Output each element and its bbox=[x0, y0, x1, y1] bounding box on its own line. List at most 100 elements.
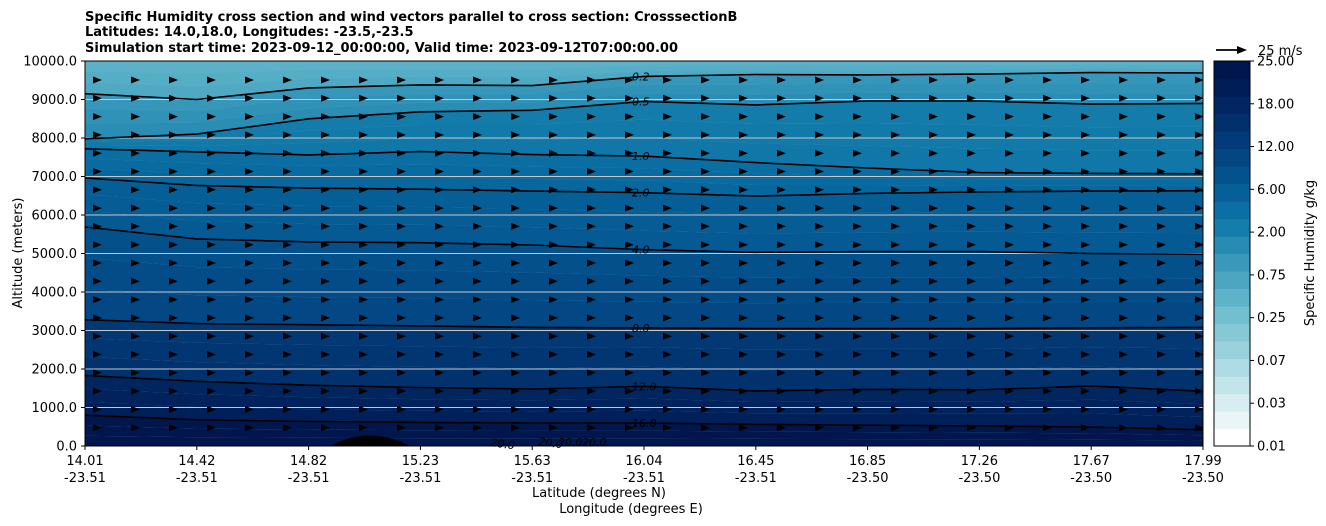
wind-arrow bbox=[853, 369, 862, 377]
wind-arrow bbox=[435, 168, 444, 175]
wind-arrow bbox=[1157, 186, 1166, 194]
wind-arrow bbox=[777, 259, 786, 267]
wind-arrow bbox=[169, 204, 178, 212]
wind-arrow bbox=[397, 259, 406, 267]
wind-arrow bbox=[1081, 405, 1090, 413]
wind-arrow bbox=[397, 149, 406, 157]
wind-arrow bbox=[207, 186, 216, 194]
wind-arrow bbox=[93, 186, 102, 194]
humidity-band bbox=[85, 319, 1203, 350]
wind-arrow bbox=[587, 186, 596, 194]
colorbar-segment bbox=[1214, 358, 1250, 377]
wind-arrow bbox=[929, 222, 938, 230]
wind-arrow bbox=[245, 168, 254, 175]
wind-arrow bbox=[777, 424, 786, 432]
wind-arrow bbox=[1195, 204, 1203, 212]
wind-arrow bbox=[663, 149, 672, 157]
wind-arrow bbox=[1157, 204, 1166, 212]
terrain bbox=[330, 435, 410, 446]
wind-arrow bbox=[245, 351, 254, 358]
wind-arrow bbox=[1119, 277, 1128, 285]
wind-arrow bbox=[1043, 94, 1052, 102]
wind-arrow bbox=[1119, 204, 1128, 212]
wind-arrow bbox=[777, 387, 786, 395]
contour-label-20-c: 20.0 bbox=[558, 436, 583, 449]
colorbar-segment bbox=[1214, 341, 1250, 360]
wind-arrow bbox=[739, 222, 748, 230]
wind-arrow bbox=[777, 369, 786, 377]
wind-arrow bbox=[1043, 424, 1052, 432]
y-tick-label: 4000.0 bbox=[32, 286, 78, 301]
wind-arrow bbox=[321, 204, 330, 212]
y-tick-label: 3000.0 bbox=[32, 324, 78, 339]
wind-arrow bbox=[625, 351, 634, 358]
wind-arrow bbox=[169, 314, 178, 322]
wind-arrow bbox=[397, 405, 406, 413]
colorbar-tick-label: 2.00 bbox=[1257, 226, 1286, 241]
wind-arrow bbox=[663, 405, 672, 413]
colorbar-segment bbox=[1214, 183, 1250, 202]
wind-arrow bbox=[93, 113, 102, 121]
humidity-band bbox=[85, 83, 1203, 124]
colorbar-ticks: 0.01 0.03 0.07 0.25 0.75 2.00 6.00 12.00 18.00 25… bbox=[1250, 55, 1294, 455]
wind-arrow bbox=[701, 314, 710, 322]
wind-arrow bbox=[929, 387, 938, 395]
wind-arrow bbox=[131, 369, 140, 377]
wind-arrow bbox=[435, 131, 444, 139]
wind-arrow bbox=[549, 241, 558, 249]
wind-arrow bbox=[1157, 241, 1166, 249]
wind-arrow bbox=[815, 387, 824, 395]
wind-arrow bbox=[587, 113, 596, 121]
x-tick-label-longitude: -23.51 bbox=[288, 471, 330, 486]
wind-arrow bbox=[397, 332, 406, 340]
humidity-band bbox=[85, 178, 1203, 215]
wind-arrow bbox=[663, 113, 672, 121]
x-tick-label-longitude: -23.51 bbox=[399, 471, 441, 486]
wind-arrow bbox=[587, 131, 596, 139]
wind-arrow bbox=[169, 424, 178, 432]
wind-arrow bbox=[967, 204, 976, 212]
x-tick-label-latitude: 16.45 bbox=[737, 454, 774, 469]
wind-arrow bbox=[169, 94, 178, 102]
wind-arrow bbox=[1081, 351, 1090, 358]
wind-arrow bbox=[701, 168, 710, 175]
wind-arrow bbox=[435, 204, 444, 212]
wind-arrow bbox=[739, 186, 748, 194]
contour-labels: 0.2 0.5 1.0 2.0 4.0 8.0 12.0 16.0 bbox=[632, 70, 657, 429]
wind-arrow bbox=[1195, 186, 1203, 194]
humidity-band bbox=[85, 61, 1203, 74]
colorbar-segment bbox=[1214, 271, 1250, 290]
wind-arrow bbox=[853, 131, 862, 139]
x-tick-label-longitude: -23.51 bbox=[64, 471, 106, 486]
wind-arrow bbox=[625, 387, 634, 395]
humidity-band bbox=[85, 68, 1203, 100]
wind-arrow bbox=[1005, 204, 1014, 212]
wind-arrow bbox=[1043, 186, 1052, 194]
wind-arrow bbox=[473, 369, 482, 377]
wind-arrow bbox=[701, 76, 710, 84]
contour-label-20-b: 20.0 bbox=[538, 435, 564, 451]
wind-arrow bbox=[815, 332, 824, 340]
wind-arrow bbox=[131, 113, 140, 121]
wind-arrow bbox=[283, 76, 292, 84]
wind-arrow bbox=[1005, 296, 1014, 304]
colorbar-segment bbox=[1214, 288, 1250, 307]
wind-arrow bbox=[245, 131, 254, 139]
wind-arrow bbox=[587, 277, 596, 285]
wind-arrow bbox=[321, 94, 330, 102]
wind-arrow bbox=[929, 76, 938, 84]
wind-arrow bbox=[169, 332, 178, 340]
y-tick-label: 0.0 bbox=[56, 440, 77, 455]
contour-line bbox=[85, 100, 1203, 140]
wind-arrow bbox=[131, 351, 140, 358]
wind-arrow bbox=[1195, 351, 1203, 358]
wind-arrow bbox=[891, 259, 900, 267]
wind-arrow bbox=[321, 131, 330, 139]
wind-arrow bbox=[625, 241, 634, 249]
wind-arrow bbox=[929, 149, 938, 157]
wind-arrow bbox=[1081, 113, 1090, 121]
wind-arrow bbox=[397, 424, 406, 432]
wind-arrow bbox=[1119, 168, 1128, 175]
wind-arrow bbox=[93, 277, 102, 285]
quiver-key-arrowhead bbox=[1237, 46, 1247, 54]
